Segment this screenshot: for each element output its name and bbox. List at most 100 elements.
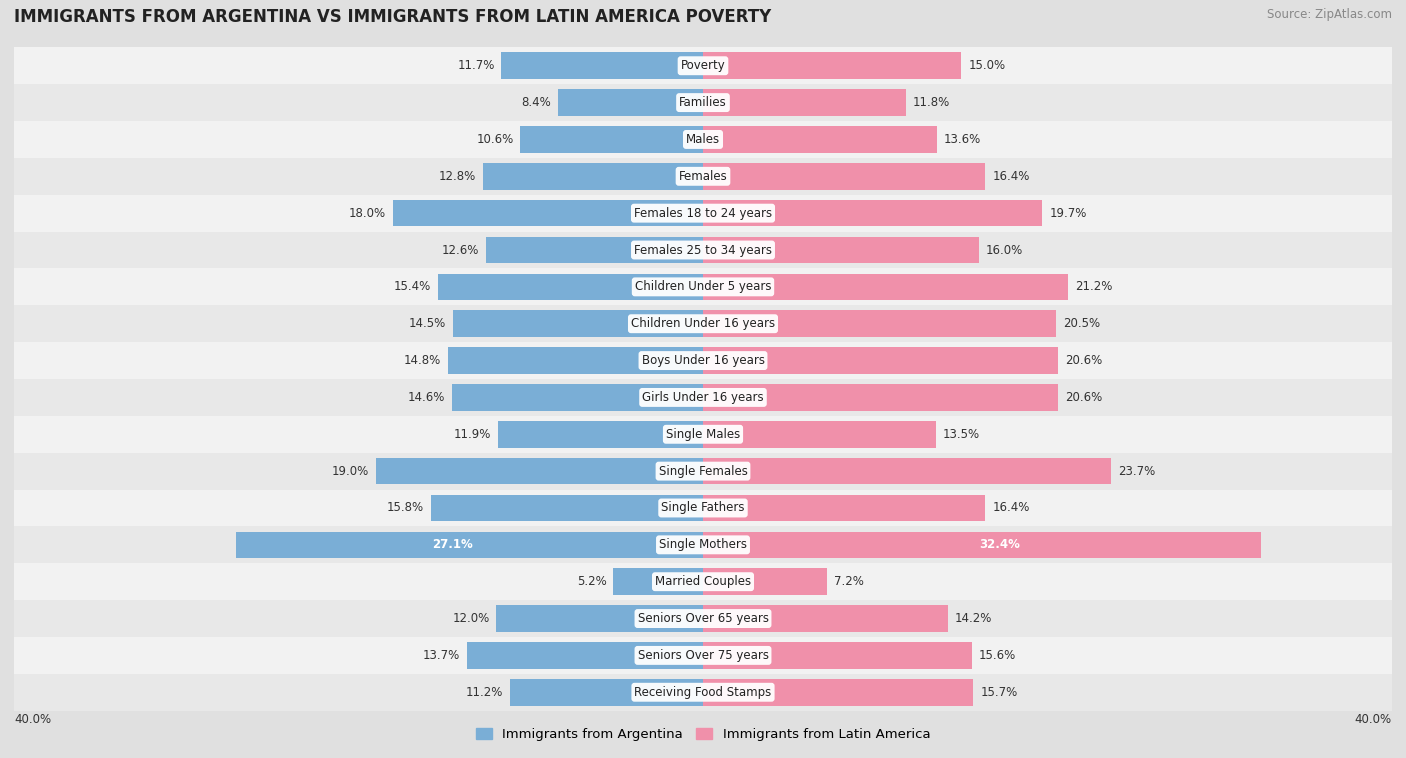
Bar bbox=[496, 606, 703, 632]
Text: 15.8%: 15.8% bbox=[387, 502, 425, 515]
Text: Boys Under 16 years: Boys Under 16 years bbox=[641, 354, 765, 367]
Bar bbox=[14, 600, 1392, 637]
Bar bbox=[703, 531, 1261, 558]
Bar bbox=[14, 84, 1392, 121]
Text: 18.0%: 18.0% bbox=[349, 207, 387, 220]
Bar bbox=[14, 342, 1392, 379]
Text: 16.0%: 16.0% bbox=[986, 243, 1022, 256]
Bar bbox=[430, 495, 703, 522]
Bar bbox=[14, 674, 1392, 711]
Text: 12.8%: 12.8% bbox=[439, 170, 475, 183]
Text: 15.0%: 15.0% bbox=[969, 59, 1005, 72]
Text: Single Males: Single Males bbox=[666, 428, 740, 441]
Bar bbox=[703, 642, 972, 669]
Bar bbox=[558, 89, 703, 116]
Text: 12.6%: 12.6% bbox=[441, 243, 479, 256]
Text: 20.6%: 20.6% bbox=[1064, 391, 1102, 404]
Text: 10.6%: 10.6% bbox=[477, 133, 513, 146]
Bar bbox=[14, 416, 1392, 453]
Text: 11.8%: 11.8% bbox=[912, 96, 950, 109]
Text: 5.2%: 5.2% bbox=[576, 575, 606, 588]
Bar bbox=[703, 606, 948, 632]
Bar bbox=[613, 568, 703, 595]
Text: Single Fathers: Single Fathers bbox=[661, 502, 745, 515]
Text: 13.7%: 13.7% bbox=[423, 649, 460, 662]
Text: 16.4%: 16.4% bbox=[993, 170, 1029, 183]
Text: 13.6%: 13.6% bbox=[945, 133, 981, 146]
Bar bbox=[703, 311, 1056, 337]
Text: 14.8%: 14.8% bbox=[404, 354, 441, 367]
Text: Females: Females bbox=[679, 170, 727, 183]
Text: 11.2%: 11.2% bbox=[465, 686, 503, 699]
Bar bbox=[14, 526, 1392, 563]
Bar bbox=[14, 490, 1392, 526]
Text: 12.0%: 12.0% bbox=[453, 612, 489, 625]
Bar bbox=[375, 458, 703, 484]
Text: 8.4%: 8.4% bbox=[522, 96, 551, 109]
Text: 14.6%: 14.6% bbox=[408, 391, 444, 404]
Text: Receiving Food Stamps: Receiving Food Stamps bbox=[634, 686, 772, 699]
Text: 21.2%: 21.2% bbox=[1076, 280, 1112, 293]
Bar bbox=[703, 274, 1069, 300]
Bar bbox=[453, 311, 703, 337]
Text: Children Under 5 years: Children Under 5 years bbox=[634, 280, 772, 293]
Text: 15.6%: 15.6% bbox=[979, 649, 1015, 662]
Text: Seniors Over 65 years: Seniors Over 65 years bbox=[637, 612, 769, 625]
Text: 19.0%: 19.0% bbox=[332, 465, 368, 478]
Text: Single Females: Single Females bbox=[658, 465, 748, 478]
Text: 23.7%: 23.7% bbox=[1118, 465, 1156, 478]
Text: 40.0%: 40.0% bbox=[14, 713, 51, 726]
Text: Girls Under 16 years: Girls Under 16 years bbox=[643, 391, 763, 404]
Bar bbox=[14, 158, 1392, 195]
Text: Males: Males bbox=[686, 133, 720, 146]
Bar bbox=[502, 52, 703, 79]
Bar bbox=[703, 679, 973, 706]
Text: 14.5%: 14.5% bbox=[409, 317, 446, 330]
Text: 11.7%: 11.7% bbox=[457, 59, 495, 72]
Bar bbox=[14, 305, 1392, 342]
Bar bbox=[520, 126, 703, 152]
Bar bbox=[703, 52, 962, 79]
Text: IMMIGRANTS FROM ARGENTINA VS IMMIGRANTS FROM LATIN AMERICA POVERTY: IMMIGRANTS FROM ARGENTINA VS IMMIGRANTS … bbox=[14, 8, 772, 26]
Text: Seniors Over 75 years: Seniors Over 75 years bbox=[637, 649, 769, 662]
Text: Married Couples: Married Couples bbox=[655, 575, 751, 588]
Bar bbox=[437, 274, 703, 300]
Bar bbox=[482, 163, 703, 190]
Bar bbox=[498, 421, 703, 447]
Bar bbox=[449, 347, 703, 374]
Bar bbox=[14, 268, 1392, 305]
Bar bbox=[703, 568, 827, 595]
Text: 11.9%: 11.9% bbox=[454, 428, 491, 441]
Text: Families: Families bbox=[679, 96, 727, 109]
Text: 7.2%: 7.2% bbox=[834, 575, 863, 588]
Bar bbox=[14, 453, 1392, 490]
Text: 13.5%: 13.5% bbox=[942, 428, 980, 441]
Bar bbox=[14, 379, 1392, 416]
Bar bbox=[14, 195, 1392, 232]
Bar bbox=[703, 495, 986, 522]
Text: 32.4%: 32.4% bbox=[979, 538, 1019, 551]
Text: Poverty: Poverty bbox=[681, 59, 725, 72]
Bar bbox=[703, 458, 1111, 484]
Bar bbox=[703, 384, 1057, 411]
Bar bbox=[14, 563, 1392, 600]
Text: Children Under 16 years: Children Under 16 years bbox=[631, 317, 775, 330]
Bar bbox=[392, 200, 703, 227]
Bar bbox=[486, 236, 703, 263]
Bar bbox=[14, 637, 1392, 674]
Text: Females 25 to 34 years: Females 25 to 34 years bbox=[634, 243, 772, 256]
Bar bbox=[703, 200, 1042, 227]
Bar bbox=[510, 679, 703, 706]
Bar bbox=[467, 642, 703, 669]
Text: 20.5%: 20.5% bbox=[1063, 317, 1099, 330]
Text: 40.0%: 40.0% bbox=[1355, 713, 1392, 726]
Text: 16.4%: 16.4% bbox=[993, 502, 1029, 515]
Text: 15.7%: 15.7% bbox=[980, 686, 1018, 699]
Bar bbox=[451, 384, 703, 411]
Text: 20.6%: 20.6% bbox=[1064, 354, 1102, 367]
Bar bbox=[14, 121, 1392, 158]
Bar bbox=[14, 47, 1392, 84]
Text: 14.2%: 14.2% bbox=[955, 612, 991, 625]
Text: 27.1%: 27.1% bbox=[432, 538, 472, 551]
Bar bbox=[14, 232, 1392, 268]
